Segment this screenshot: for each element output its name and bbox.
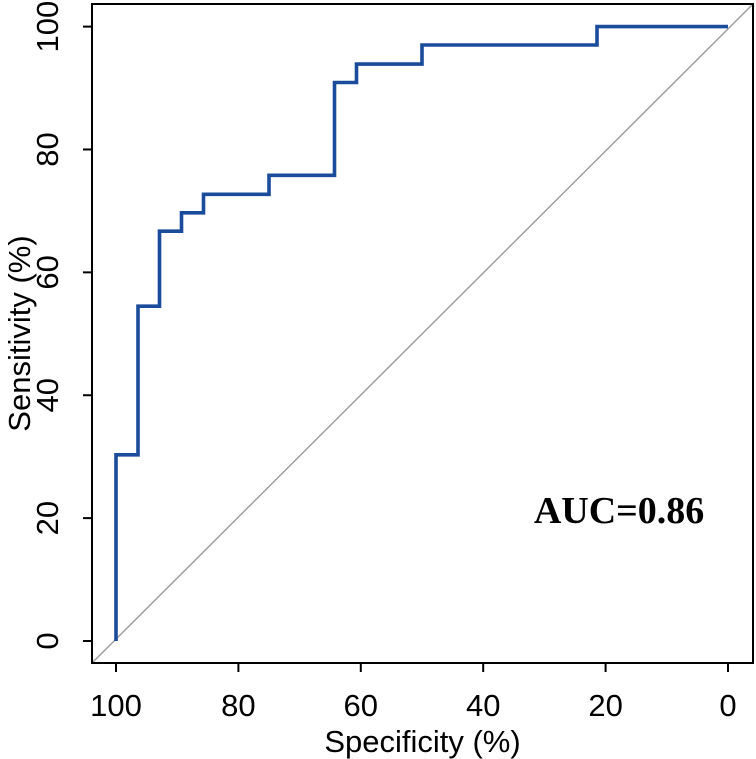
x-axis-title: Specificity (%) bbox=[324, 724, 520, 759]
x-tick-label: 60 bbox=[344, 688, 378, 723]
plot-box bbox=[91, 3, 754, 664]
y-tick-label: 20 bbox=[30, 501, 65, 535]
auc-annotation: AUC=0.86 bbox=[534, 490, 704, 532]
reference-line-layer bbox=[91, 3, 754, 664]
axes-layer bbox=[83, 3, 754, 672]
y-tick-label: 0 bbox=[30, 632, 65, 649]
x-tick-label: 80 bbox=[221, 688, 255, 723]
x-tick-label: 40 bbox=[466, 688, 500, 723]
roc-curve-layer bbox=[114, 24, 728, 641]
y-axis-title: Sensitivity (%) bbox=[2, 235, 37, 431]
annotation-layer: AUC=0.86 bbox=[534, 490, 704, 532]
axis-titles-layer: Specificity (%) Sensitivity (%) bbox=[2, 235, 521, 759]
x-tick-label: 0 bbox=[719, 688, 736, 723]
y-tick-label: 80 bbox=[30, 132, 65, 166]
y-tick-label: 60 bbox=[30, 255, 65, 289]
diagonal-reference-line bbox=[91, 3, 754, 664]
tick-labels-layer: 100 80 60 40 20 0 0 20 40 60 80 100 bbox=[30, 1, 737, 723]
x-tick-label: 100 bbox=[90, 688, 142, 723]
x-tick-label: 20 bbox=[588, 688, 622, 723]
y-tick-label: 100 bbox=[30, 1, 65, 53]
roc-curve-line bbox=[114, 24, 728, 641]
y-tick-label: 40 bbox=[30, 378, 65, 412]
